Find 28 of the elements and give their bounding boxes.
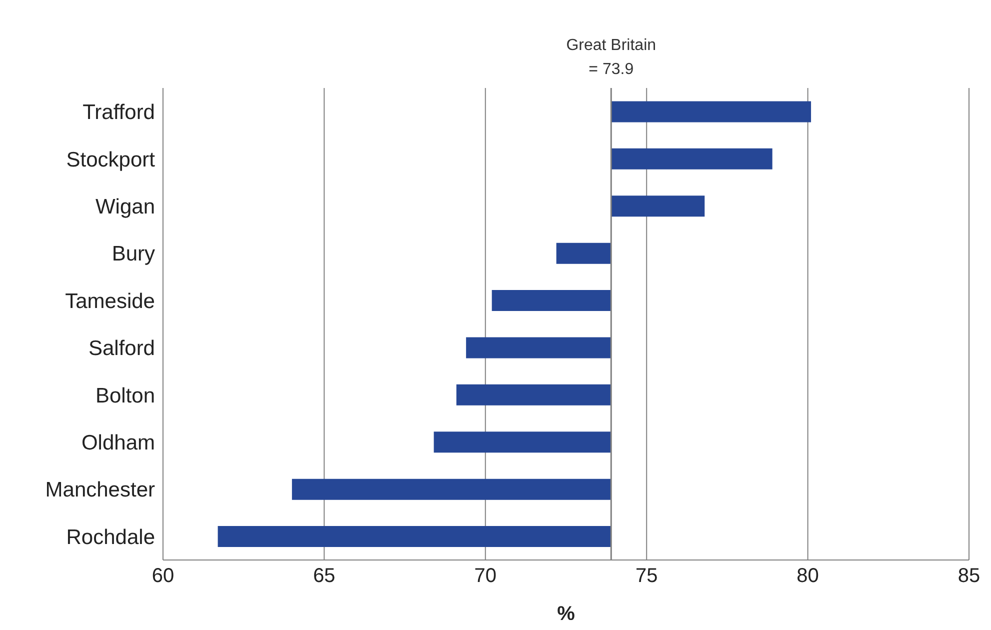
bar [456,384,612,406]
y-tick-label: Rochdale [66,526,155,549]
y-tick-label: Tameside [65,290,155,313]
bar [466,337,612,358]
x-tick-label: 65 [313,565,336,588]
bar [218,526,612,548]
y-tick-label: Bolton [95,384,155,408]
y-tick-label: Trafford [82,101,155,124]
bar [611,196,705,217]
bar [556,242,612,264]
y-tick-label: Wigan [95,195,155,218]
bar [611,148,772,170]
y-tick-label: Bury [112,242,156,266]
x-tick-label: 80 [796,565,819,588]
bar [492,290,612,312]
bar [434,432,612,453]
y-tick-label: Oldham [81,431,155,454]
x-tick-label: 85 [958,565,980,588]
y-tick-label: Salford [88,337,155,360]
x-tick-label: 70 [474,565,497,588]
ref-line-label: Great Britain = 73.9 [566,37,656,78]
bar [611,101,812,122]
y-tick-label: Manchester [45,478,156,502]
bar [292,478,612,500]
y-tick-label: Stockport [66,148,156,172]
x-axis-title: % [557,603,576,625]
x-tick-label: 75 [635,565,658,588]
x-tick-label: 60 [152,565,174,588]
